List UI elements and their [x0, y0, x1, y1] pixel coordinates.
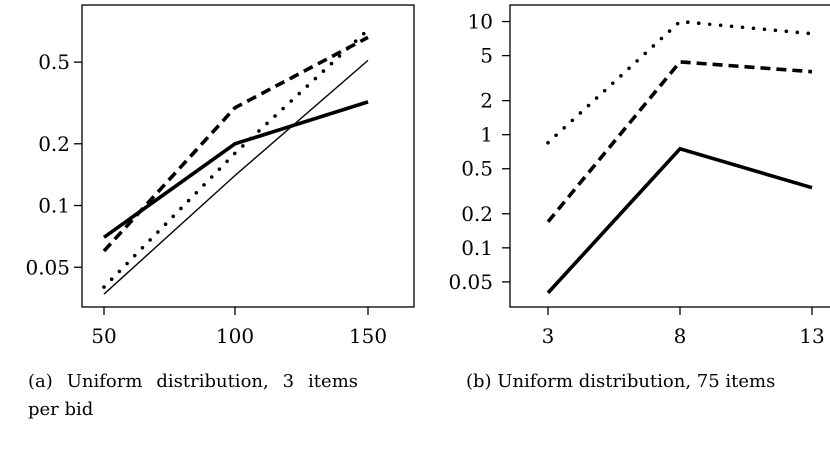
caption-b: (b) Uniform distribution, 75 items — [466, 368, 804, 396]
y-tick-label: 0.1 — [461, 236, 493, 260]
y-tick-label: 5 — [480, 44, 493, 68]
x-tick-label: 100 — [216, 324, 254, 348]
series-line-thick-dashed — [548, 62, 812, 222]
series-line-dotted — [548, 22, 812, 143]
x-tick-label: 3 — [542, 324, 555, 348]
y-tick-label: 0.5 — [38, 50, 70, 74]
plot-frame — [82, 5, 414, 307]
y-tick-label: 0.2 — [461, 202, 493, 226]
series-line-thin-solid — [104, 60, 368, 294]
x-tick-label: 13 — [799, 324, 824, 348]
chart-b: 0.05 0.1 0.2 0.5 1 2 5 10 3 8 13 — [448, 5, 830, 348]
y-tick-label: 0.5 — [461, 157, 493, 181]
series-line-thick-solid — [548, 149, 812, 293]
chart-a: 0.05 0.1 0.2 0.5 50 100 150 — [25, 5, 414, 348]
plot-frame — [510, 5, 830, 307]
y-tick-label: 10 — [468, 10, 493, 34]
series-line-dotted — [104, 30, 368, 287]
caption-a: (a) Uniform distribution, 3 items per bi… — [28, 368, 358, 424]
x-tick-label: 8 — [674, 324, 687, 348]
y-tick-label: 0.1 — [38, 194, 70, 218]
y-tick-label: 2 — [480, 89, 493, 113]
x-tick-label: 150 — [349, 324, 387, 348]
y-tick-label: 0.2 — [38, 132, 70, 156]
x-tick-label: 50 — [91, 324, 116, 348]
y-tick-label: 0.05 — [25, 255, 70, 279]
y-tick-label: 0.05 — [448, 270, 493, 294]
y-tick-label: 1 — [480, 123, 493, 147]
series-line-thick-solid — [104, 102, 368, 237]
